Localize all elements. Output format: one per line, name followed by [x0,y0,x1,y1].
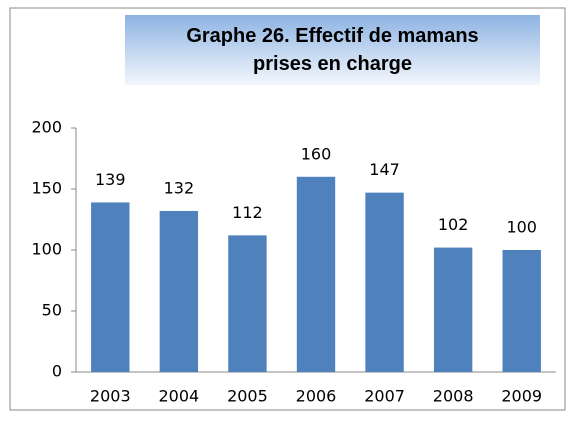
data-label: 112 [232,203,263,222]
y-tick-label: 50 [42,301,62,320]
x-tick-label: 2003 [90,387,131,406]
data-label: 139 [95,170,126,189]
bar [228,235,267,372]
y-tick-label: 150 [31,179,62,198]
y-tick-label: 0 [52,362,62,381]
chart-title: Graphe 26. Effectif de mamans prises en … [125,15,540,85]
x-tick-label: 2004 [158,387,199,406]
x-tick-label: 2008 [433,387,474,406]
bar [91,202,130,372]
bar [296,176,336,372]
x-tick-label: 2007 [364,387,405,406]
x-tick-label: 2006 [296,387,337,406]
bar [433,247,473,372]
y-tick-label: 200 [31,118,62,137]
data-label: 102 [438,215,469,234]
bar [502,250,541,372]
data-label: 160 [301,144,332,163]
x-tick-label: 2009 [501,387,542,406]
bar [365,192,404,372]
data-label: 100 [506,218,537,237]
bar [159,210,199,372]
x-tick-label: 2005 [227,387,268,406]
data-label: 132 [164,178,195,197]
data-label: 147 [369,160,400,179]
y-tick-label: 100 [31,240,62,259]
